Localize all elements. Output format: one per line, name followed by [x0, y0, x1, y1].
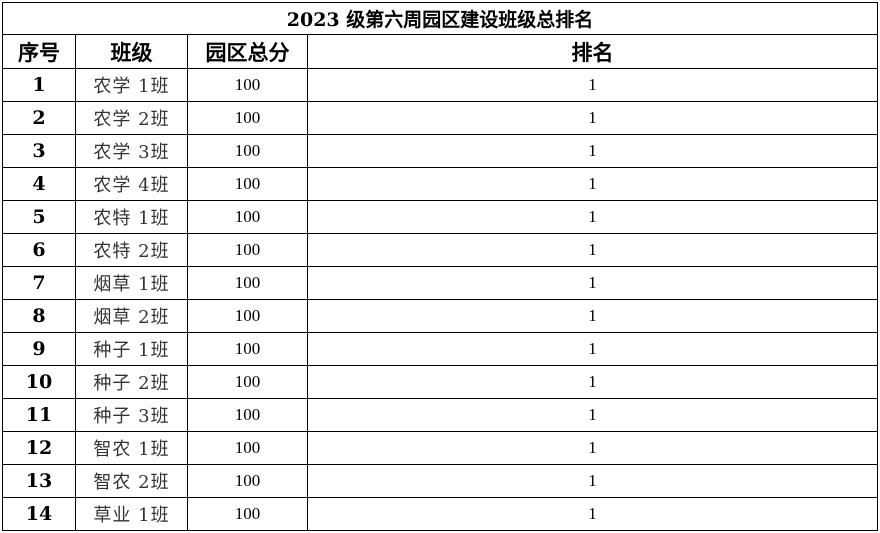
table-row: 14 草业 1班 100 1 — [2, 497, 878, 531]
cell-rank: 1 — [307, 464, 878, 498]
cell-score: 100 — [187, 101, 308, 135]
cell-class: 草业 1班 — [75, 497, 188, 531]
header-class: 班级 — [75, 34, 188, 69]
cell-class: 农学 4班 — [75, 167, 188, 201]
cell-index: 7 — [2, 266, 76, 300]
cell-index: 4 — [2, 167, 76, 201]
cell-index: 8 — [2, 299, 76, 333]
cell-index: 1 — [2, 68, 76, 102]
cell-class: 农学 3班 — [75, 134, 188, 168]
cell-index: 13 — [2, 464, 76, 498]
table-row: 2 农学 2班 100 1 — [2, 101, 878, 135]
cell-rank: 1 — [307, 167, 878, 201]
cell-class: 烟草 1班 — [75, 266, 188, 300]
cell-class: 农学 2班 — [75, 101, 188, 135]
table-row: 13 智农 2班 100 1 — [2, 464, 878, 498]
cell-rank: 1 — [307, 365, 878, 399]
cell-rank: 1 — [307, 134, 878, 168]
table-row: 6 农特 2班 100 1 — [2, 233, 878, 267]
cell-rank: 1 — [307, 101, 878, 135]
cell-class: 农特 2班 — [75, 233, 188, 267]
cell-rank: 1 — [307, 299, 878, 333]
table-row: 3 农学 3班 100 1 — [2, 134, 878, 168]
table-row: 10 种子 2班 100 1 — [2, 365, 878, 399]
header-index: 序号 — [2, 34, 76, 69]
cell-rank: 1 — [307, 266, 878, 300]
cell-class: 种子 2班 — [75, 365, 188, 399]
cell-rank: 1 — [307, 497, 878, 531]
cell-rank: 1 — [307, 233, 878, 267]
cell-score: 100 — [187, 431, 308, 465]
cell-score: 100 — [187, 398, 308, 432]
table-row: 9 种子 1班 100 1 — [2, 332, 878, 366]
title-row: 2023 级第六周园区建设班级总排名 — [2, 2, 878, 35]
cell-score: 100 — [187, 167, 308, 201]
table-row: 12 智农 1班 100 1 — [2, 431, 878, 465]
table-row: 4 农学 4班 100 1 — [2, 167, 878, 201]
header-row: 序号 班级 园区总分 排名 — [2, 34, 878, 69]
cell-index: 12 — [2, 431, 76, 465]
cell-class: 烟草 2班 — [75, 299, 188, 333]
cell-rank: 1 — [307, 200, 878, 234]
cell-rank: 1 — [307, 431, 878, 465]
cell-rank: 1 — [307, 398, 878, 432]
cell-score: 100 — [187, 299, 308, 333]
table-row: 8 烟草 2班 100 1 — [2, 299, 878, 333]
cell-index: 5 — [2, 200, 76, 234]
cell-class: 种子 3班 — [75, 398, 188, 432]
cell-score: 100 — [187, 68, 308, 102]
cell-index: 9 — [2, 332, 76, 366]
cell-score: 100 — [187, 365, 308, 399]
cell-score: 100 — [187, 266, 308, 300]
cell-score: 100 — [187, 233, 308, 267]
cell-index: 6 — [2, 233, 76, 267]
cell-score: 100 — [187, 464, 308, 498]
cell-score: 100 — [187, 497, 308, 531]
cell-class: 农特 1班 — [75, 200, 188, 234]
cell-score: 100 — [187, 332, 308, 366]
cell-index: 2 — [2, 101, 76, 135]
table-title: 2023 级第六周园区建设班级总排名 — [2, 2, 878, 35]
cell-score: 100 — [187, 200, 308, 234]
cell-index: 3 — [2, 134, 76, 168]
header-rank: 排名 — [307, 34, 878, 69]
header-score: 园区总分 — [187, 34, 308, 69]
cell-rank: 1 — [307, 332, 878, 366]
cell-class: 智农 2班 — [75, 464, 188, 498]
table-row: 11 种子 3班 100 1 — [2, 398, 878, 432]
cell-index: 10 — [2, 365, 76, 399]
cell-index: 11 — [2, 398, 76, 432]
table-row: 5 农特 1班 100 1 — [2, 200, 878, 234]
cell-class: 智农 1班 — [75, 431, 188, 465]
table-row: 1 农学 1班 100 1 — [2, 68, 878, 102]
cell-score: 100 — [187, 134, 308, 168]
cell-rank: 1 — [307, 68, 878, 102]
cell-index: 14 — [2, 497, 76, 531]
table-row: 7 烟草 1班 100 1 — [2, 266, 878, 300]
cell-class: 农学 1班 — [75, 68, 188, 102]
cell-class: 种子 1班 — [75, 332, 188, 366]
